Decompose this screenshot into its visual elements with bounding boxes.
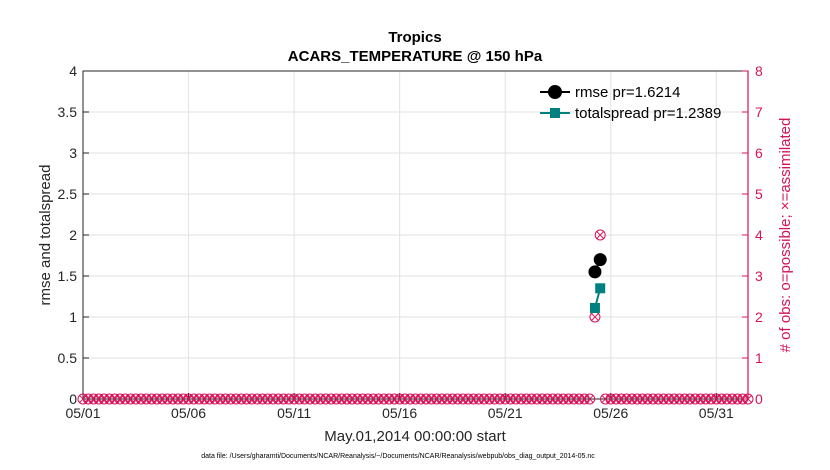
chart-subtitle: ACARS_TEMPERATURE @ 150 hPa [288,48,543,65]
legend: rmse pr=1.6214 totalspread pr=1.2389 [540,84,721,122]
x-tick-label: 05/01 [65,405,100,421]
obs-possible-marker [584,393,596,405]
x-tick-label: 05/06 [171,405,206,421]
x-tick-label: 05/16 [382,405,417,421]
obs-possible-marker [742,393,754,405]
chart-title: Tropics [388,29,441,46]
legend-totalspread-label: totalspread pr=1.2389 [575,105,721,122]
totalspread-point [595,283,606,294]
obs-assimilated-marker [596,230,605,240]
y-tick-label: 0.5 [58,350,78,366]
y-tick-label: 4 [69,63,77,79]
x-tick-label: 05/31 [699,405,734,421]
y2-tick-label: 5 [755,186,763,202]
y2-tick-label: 1 [755,350,763,366]
legend-rmse-marker [548,85,562,99]
y-tick-label: 2 [69,227,77,243]
rmse-point [588,265,602,279]
obs-assimilated-stroke [590,312,600,322]
y2-tick-label: 2 [755,309,763,325]
data-series [588,253,607,313]
y2-tick-label: 8 [755,63,763,79]
obs-assimilated-stroke [585,394,594,404]
y2-axis-label: # of obs: o=possible; ×=assimilated [777,118,794,353]
y-tick-label: 3.5 [58,104,78,120]
obs-assimilated-marker [743,394,753,404]
x-tick-label: 05/11 [277,405,311,421]
y-tick-label: 0 [69,391,77,407]
obs-assimilated-stroke [743,394,753,404]
y-tick-label: 2.5 [58,186,78,202]
legend-totalspread-marker [550,108,560,118]
obs-count-markers [77,229,754,405]
y2-tick-label: 0 [755,391,763,407]
y-tick-label: 1.5 [58,268,78,284]
obs-possible-marker [594,229,606,241]
obs-assimilated-stroke [596,230,605,240]
x-tick-label: 05/21 [488,405,523,421]
y2-tick-label: 3 [755,268,763,284]
grid [82,70,748,400]
totalspread-point [589,302,600,313]
x-tick-label: 05/26 [593,405,628,421]
legend-rmse-label: rmse pr=1.6214 [575,84,680,101]
rmse-point [593,253,607,267]
y-axis-label: rmse and totalspread [37,165,54,306]
x-axis-label: May.01,2014 00:00:00 start [324,428,506,445]
y2-tick-label: 7 [755,104,763,120]
y-tick-label: 3 [69,145,77,161]
y2-tick-label: 4 [755,227,763,243]
data-file-footnote: data file: /Users/gharamti/Documents/NCA… [201,453,595,460]
obs-assimilated-marker [590,312,600,322]
y-tick-label: 1 [69,309,77,325]
obs-assimilated-marker [585,394,594,404]
y2-tick-label: 6 [755,145,763,161]
